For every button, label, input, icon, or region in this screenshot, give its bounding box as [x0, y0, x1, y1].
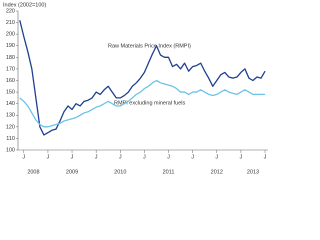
y-tick-label: 200 — [6, 32, 15, 38]
y-tick-label: 160 — [6, 78, 15, 84]
y-tick-label: 170 — [6, 66, 15, 72]
x-tick-label: J — [240, 154, 243, 160]
year-label: 2008 — [27, 169, 39, 175]
x-tick-label: J — [215, 154, 218, 160]
year-label: 2009 — [66, 169, 78, 175]
x-tick-label: J — [71, 154, 74, 160]
y-tick-label: 220 — [6, 8, 15, 14]
x-tick-label: J — [167, 154, 170, 160]
chart: Index (2002=100) Raw Materials Price Ind… — [3, 2, 268, 175]
series-line — [19, 79, 266, 128]
annotation: RMPI excluding mineral fuels — [114, 100, 185, 106]
x-tick-label: J — [143, 154, 146, 160]
y-tick-label: 150 — [6, 90, 15, 96]
x-tick-label: J — [264, 154, 267, 160]
x-tick-label: J — [47, 154, 50, 160]
y-tick-label: 100 — [6, 147, 15, 153]
y-tick-label: 110 — [6, 136, 15, 142]
x-tick-label: J — [191, 154, 194, 160]
annotation: Raw Materials Price Index (RMPI) — [108, 43, 191, 49]
year-label: 2012 — [211, 169, 223, 175]
x-tick-label: J — [22, 154, 25, 160]
y-tick-label: 120 — [6, 124, 15, 130]
y-axis-label: Index (2002=100) — [3, 2, 46, 8]
year-label: 2010 — [114, 169, 126, 175]
y-tick-label: 190 — [6, 43, 15, 49]
y-tick-label: 180 — [6, 55, 15, 61]
x-tick-label: J — [119, 154, 122, 160]
year-label: 2011 — [163, 169, 175, 175]
y-tick-label: 140 — [6, 101, 15, 107]
year-label: 2013 — [247, 169, 259, 175]
series-line — [19, 20, 266, 136]
y-tick-label: 130 — [6, 113, 15, 119]
y-tick-label: 210 — [6, 20, 15, 26]
x-tick-label: J — [95, 154, 98, 160]
